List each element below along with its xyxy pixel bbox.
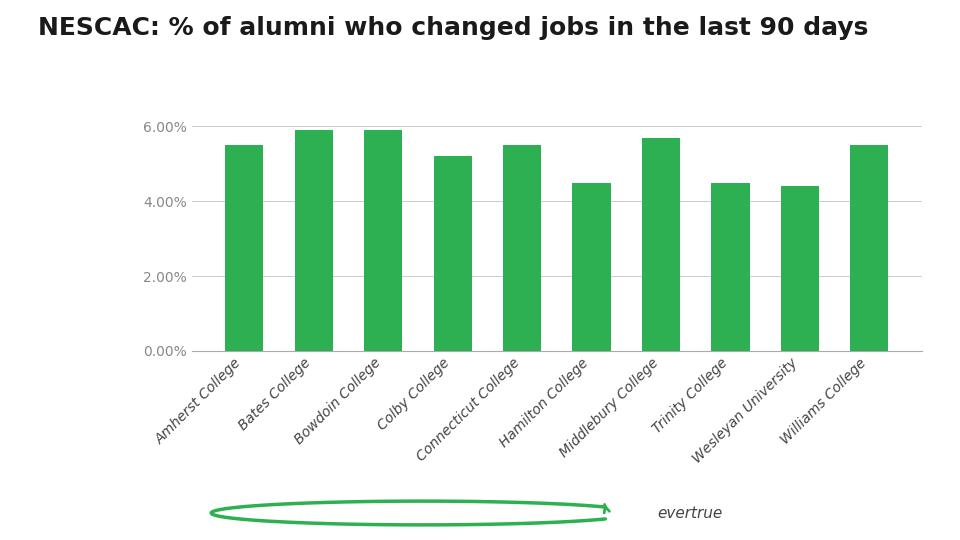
Bar — [780, 186, 819, 351]
Bar — [295, 130, 333, 351]
Text: evertrue: evertrue — [658, 505, 723, 521]
Bar — [572, 183, 611, 351]
Bar — [711, 183, 750, 351]
Bar — [226, 145, 263, 351]
Bar — [364, 130, 402, 351]
Bar — [503, 145, 541, 351]
Bar — [434, 156, 471, 351]
Bar — [851, 145, 888, 351]
Bar — [642, 138, 680, 351]
Text: NESCAC: % of alumni who changed jobs in the last 90 days: NESCAC: % of alumni who changed jobs in … — [38, 16, 869, 40]
